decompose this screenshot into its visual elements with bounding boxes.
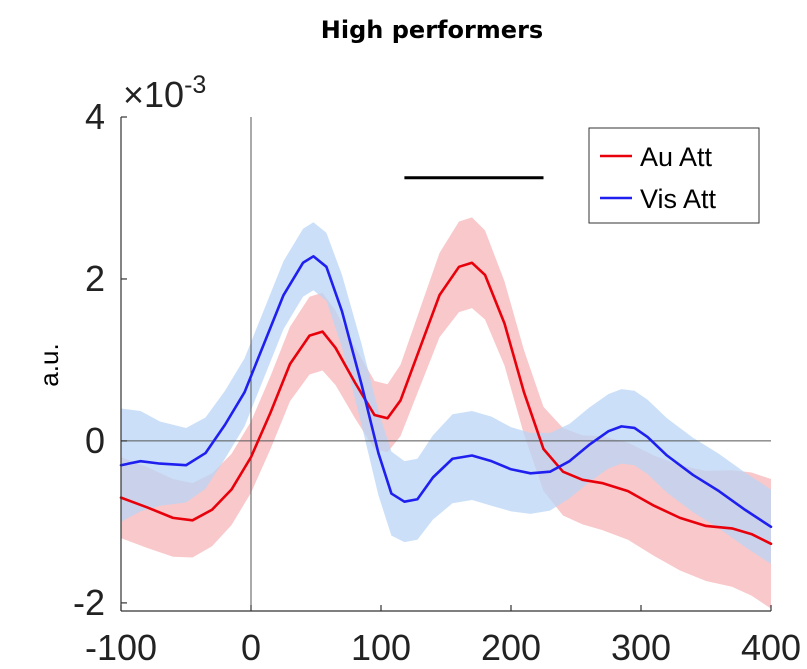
legend-label: Vis Att (640, 184, 717, 214)
legend-label: Au Att (640, 142, 713, 172)
reference-lines (121, 117, 771, 611)
y-tick-label: 0 (85, 420, 105, 461)
error-band-vis-att (121, 222, 771, 565)
legend: Au Att Vis Att (588, 127, 760, 224)
x-tick-label: -100 (85, 627, 157, 668)
series-line-vis-att (119, 254, 773, 529)
y-multiplier-exponent: -3 (184, 71, 206, 99)
y-axis-label: a.u. (34, 343, 64, 386)
y-tick-label: 4 (85, 96, 105, 137)
x-tick-label: 100 (351, 627, 411, 668)
svg-text:×10-3: ×10-3 (123, 71, 206, 115)
legend-box (588, 127, 760, 224)
y-multiplier-base: ×10 (123, 74, 184, 115)
y-tick-labels: -2 0 2 4 (73, 96, 105, 623)
error-bands (121, 217, 771, 609)
y-tick-label: -2 (73, 582, 105, 623)
x-tick-label: 200 (481, 627, 541, 668)
y-tick-label: 2 (85, 258, 105, 299)
series-line-au-att (119, 261, 773, 546)
chart-title: High performers (321, 16, 543, 44)
series-lines (119, 254, 773, 546)
axes (120, 116, 772, 612)
x-tick-label: 400 (741, 627, 801, 668)
x-tick-labels: -100 0 100 200 300 400 (85, 627, 801, 668)
x-tick-label: 0 (241, 627, 261, 668)
error-band-au-att (121, 217, 771, 609)
x-tick-label: 300 (611, 627, 671, 668)
y-multiplier: ×10-3 (123, 71, 206, 115)
